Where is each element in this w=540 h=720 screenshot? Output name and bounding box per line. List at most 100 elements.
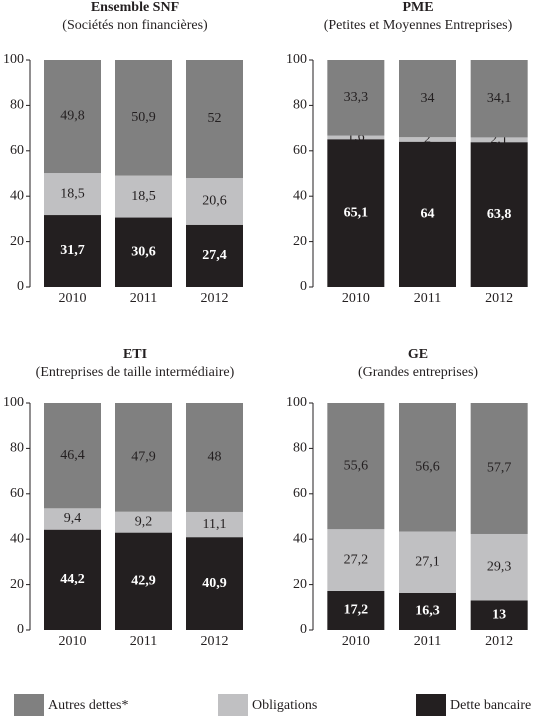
bar-label: 42,9 — [131, 574, 156, 589]
legend-label: Dette bancaire — [450, 698, 531, 713]
bar-label: 65,1 — [344, 205, 369, 220]
y-tick-label: 100 — [286, 395, 307, 410]
bar-label: 18,5 — [131, 189, 156, 204]
y-tick-label: 60 — [10, 486, 24, 501]
y-tick-label: 100 — [286, 52, 307, 67]
chart-subtitle: (Sociétés non financières) — [62, 18, 208, 33]
chart-subtitle: (Petites et Moyennes Entreprises) — [324, 18, 513, 33]
bar-segment — [399, 137, 456, 142]
bar-segment — [470, 600, 528, 630]
x-tick-label: 2012 — [201, 634, 229, 649]
y-tick-label: 40 — [293, 188, 307, 203]
bar-label: 2 — [424, 132, 431, 147]
bar-segment — [399, 592, 456, 630]
y-tick-label: 0 — [17, 622, 24, 637]
bar-segment — [44, 215, 101, 287]
bar-segment — [186, 537, 243, 630]
y-tick-label: 80 — [10, 98, 24, 113]
bar-label: 44,2 — [60, 572, 85, 587]
bar-segment — [327, 135, 385, 140]
bar-label: 20,6 — [202, 194, 227, 209]
bar-label: 55,6 — [344, 458, 369, 473]
bar-segment — [44, 403, 101, 509]
x-tick-label: 2011 — [414, 634, 441, 649]
y-tick-label: 20 — [10, 234, 24, 249]
bar-label: 56,6 — [415, 459, 440, 474]
bar-label: 27,4 — [202, 248, 227, 263]
bar-segment — [470, 142, 528, 287]
bar-segment — [327, 590, 385, 630]
y-tick-label: 80 — [293, 98, 307, 113]
bar-segment — [399, 531, 456, 593]
x-tick-label: 2010 — [342, 291, 370, 306]
bar-label: 11,1 — [203, 517, 227, 532]
y-tick-label: 0 — [17, 279, 24, 294]
bar-label: 33,3 — [344, 90, 369, 105]
bar-label: 48 — [208, 450, 222, 465]
bar-label: 50,9 — [131, 110, 156, 125]
bar-segment — [115, 60, 172, 176]
legend-swatch — [218, 694, 248, 716]
y-tick-label: 80 — [10, 441, 24, 456]
chart-title: GE — [408, 347, 428, 362]
legend-label: Obligations — [252, 698, 317, 713]
y-tick-label: 80 — [293, 441, 307, 456]
y-tick-label: 100 — [3, 52, 24, 67]
bar-segment — [327, 60, 385, 136]
legend-swatch — [14, 694, 44, 716]
bar-segment — [186, 403, 243, 512]
y-tick-label: 60 — [10, 143, 24, 158]
bar-segment — [115, 532, 172, 630]
x-tick-label: 2011 — [414, 291, 441, 306]
bar-segment — [327, 403, 385, 530]
bar-segment — [470, 533, 528, 601]
bar-segment — [186, 224, 243, 287]
bar-segment — [186, 511, 243, 538]
y-tick-label: 20 — [293, 234, 307, 249]
bar-label: 64 — [421, 207, 435, 222]
bar-label: 30,6 — [131, 244, 156, 259]
bar-segment — [44, 529, 101, 630]
bar-label: 34 — [421, 91, 435, 106]
bar-label: 40,9 — [202, 576, 227, 591]
chart-subtitle: (Entreprises de taille intermédiaire) — [36, 365, 235, 380]
y-tick-label: 40 — [293, 531, 307, 546]
bar-label: 16,3 — [415, 604, 440, 619]
legend-label: Autres dettes* — [48, 698, 128, 713]
bar-segment — [115, 511, 172, 533]
bar-label: 13 — [492, 607, 506, 622]
chart-subtitle: (Grandes entreprises) — [358, 365, 478, 380]
bar-label: 29,3 — [487, 559, 512, 574]
bar-label: 17,2 — [344, 603, 369, 618]
bar-segment — [327, 139, 385, 287]
bar-label: 18,5 — [60, 186, 85, 201]
bar-segment — [115, 403, 172, 512]
x-tick-label: 2010 — [59, 634, 87, 649]
bar-segment — [470, 137, 528, 143]
y-tick-label: 0 — [300, 622, 307, 637]
bar-segment — [115, 217, 172, 287]
bar-segment — [115, 175, 172, 218]
bar-label: 27,2 — [344, 552, 369, 567]
x-tick-label: 2011 — [130, 634, 157, 649]
y-tick-label: 20 — [10, 577, 24, 592]
bar-label: 9,4 — [64, 511, 82, 526]
bar-label: 31,7 — [60, 243, 85, 258]
bar-label: 9,2 — [135, 514, 153, 529]
x-tick-label: 2010 — [342, 634, 370, 649]
x-tick-label: 2012 — [485, 291, 513, 306]
bar-segment — [44, 508, 101, 530]
bar-segment — [186, 60, 243, 179]
chart-title: Ensemble SNF — [91, 0, 179, 15]
chart-title: ETI — [123, 347, 147, 362]
x-tick-label: 2011 — [130, 291, 157, 306]
bar-label: 47,9 — [131, 450, 156, 465]
bar-label: 46,4 — [60, 448, 85, 463]
y-tick-label: 40 — [10, 188, 24, 203]
bar-label: 57,7 — [487, 461, 512, 476]
bar-label: 52 — [208, 111, 222, 126]
bar-label: 49,8 — [60, 109, 85, 124]
chart-title: PME — [402, 0, 433, 15]
y-tick-label: 100 — [3, 395, 24, 410]
